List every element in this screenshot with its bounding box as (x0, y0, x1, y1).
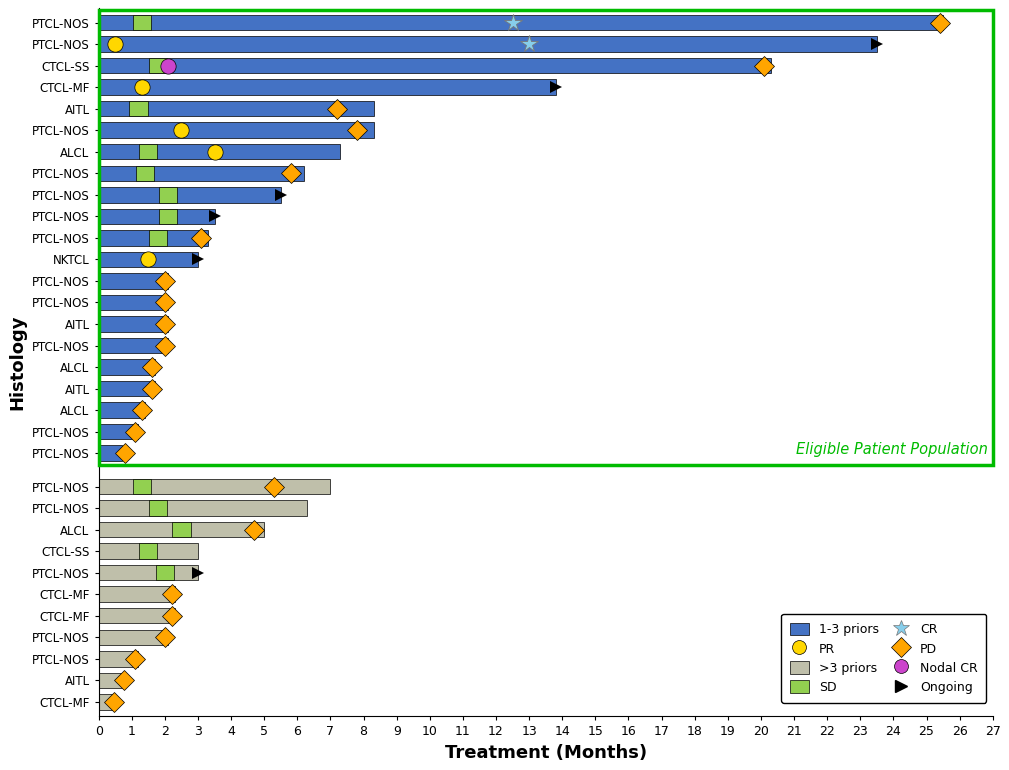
Bar (99, 101, 373, 116)
Bar (99, 15, 943, 30)
Bar (99, 166, 304, 181)
Bar (149, 500, 167, 516)
Bar (139, 544, 157, 559)
Bar (159, 187, 178, 203)
Bar (99, 424, 138, 440)
Text: Eligible Patient Population: Eligible Patient Population (796, 442, 988, 457)
Bar (99, 338, 169, 353)
Bar (99, 58, 771, 73)
Bar (99, 500, 308, 516)
Bar (99, 273, 169, 289)
Bar (99, 544, 198, 559)
Bar (149, 230, 167, 246)
Bar (159, 209, 178, 224)
X-axis label: Treatment (Months): Treatment (Months) (445, 744, 647, 762)
Bar (99, 694, 112, 710)
Bar (99, 122, 373, 138)
Bar (136, 166, 154, 181)
Y-axis label: Histology: Histology (8, 314, 26, 410)
Bar (99, 252, 198, 267)
Bar (132, 479, 150, 494)
Bar (99, 144, 340, 159)
Bar (99, 79, 556, 95)
Bar (99, 445, 122, 461)
Bar (99, 360, 155, 375)
Bar (99, 651, 138, 667)
Bar (99, 479, 331, 494)
Bar (132, 15, 150, 30)
Legend: 1-3 priors, PR, >3 priors, SD, CR, PD, Nodal CR, Ongoing: 1-3 priors, PR, >3 priors, SD, CR, PD, N… (781, 614, 987, 703)
Bar (99, 565, 198, 581)
Bar (173, 522, 191, 537)
Bar (149, 58, 167, 73)
Bar (99, 672, 125, 688)
Bar (99, 630, 169, 645)
Bar (99, 608, 175, 624)
Bar (99, 587, 175, 602)
Bar (99, 381, 155, 397)
Bar (139, 144, 157, 159)
Bar (99, 295, 169, 310)
Bar (99, 36, 877, 52)
Bar (155, 565, 174, 581)
Bar (99, 187, 281, 203)
Bar (99, 403, 145, 418)
Bar (129, 101, 147, 116)
Bar (99, 230, 208, 246)
Bar (99, 209, 215, 224)
Bar (99, 316, 169, 332)
Bar (99, 522, 264, 537)
